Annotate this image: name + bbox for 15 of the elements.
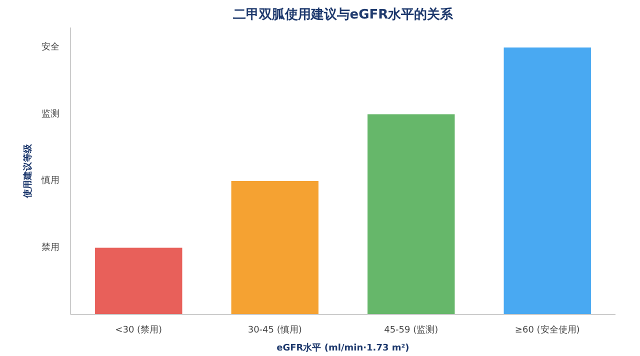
x-tick-label: 45-59 (监测) [384,324,438,336]
text: 监测 [42,108,60,120]
y-axis-title: 使用建议等级 [22,143,34,199]
bar [231,181,318,314]
x-tick-label: 30-45 (慎用) [248,324,302,336]
bar [95,248,182,314]
x-tick-label: ≥60 (安全使用) [514,324,580,336]
bar [368,114,455,314]
text: 慎用 [40,175,60,186]
x-tick-label: <30 (禁用) [115,324,162,336]
text: 禁用 [42,242,60,253]
text: 安全 [42,42,60,53]
chart-title: 二甲双胍使用建议与eGFR水平的关系 [232,6,454,22]
bar [504,48,591,314]
x-axis-title: eGFR水平 (ml/min·1.73 m²) [276,342,410,354]
